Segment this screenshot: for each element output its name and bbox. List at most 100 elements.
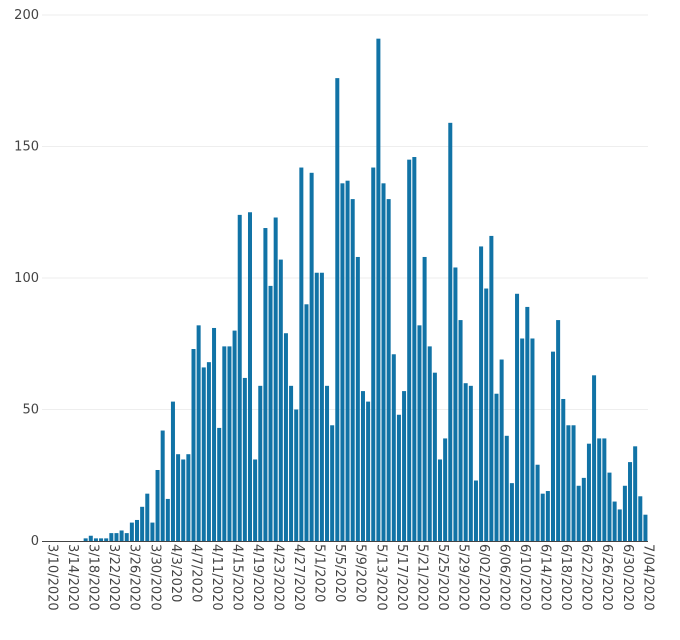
bar [530, 338, 535, 541]
bar [140, 506, 145, 541]
bar [345, 180, 350, 541]
x-tick-label: 3/22/2020 [106, 544, 121, 611]
x-tick-label: 6/22/2020 [579, 544, 594, 611]
bar [586, 443, 591, 541]
bar [350, 199, 355, 541]
bar [278, 259, 283, 541]
x-tick-label: 6/30/2020 [620, 544, 635, 611]
bar [289, 385, 294, 541]
bar [628, 462, 633, 541]
bar [391, 354, 396, 541]
x-tick-label: 3/26/2020 [127, 544, 142, 611]
x-tick-label: 6/10/2020 [517, 544, 532, 611]
bar [443, 438, 448, 541]
y-tick-label: 150 [14, 140, 39, 155]
bar [119, 530, 124, 541]
bar [150, 522, 155, 541]
bar [104, 538, 109, 541]
y-tick-label: 100 [14, 271, 39, 286]
bar [617, 509, 622, 541]
bar [427, 346, 432, 541]
bar [268, 285, 273, 541]
bar [360, 391, 365, 541]
bar [263, 228, 268, 541]
bar [545, 491, 550, 541]
x-tick-label: 3/10/2020 [45, 544, 60, 611]
bar [407, 159, 412, 541]
bar [165, 498, 170, 541]
bar [217, 427, 222, 541]
bar [566, 425, 571, 541]
bar [181, 459, 186, 541]
bar [232, 330, 237, 541]
bar [129, 522, 134, 541]
bar [273, 217, 278, 541]
x-tick-label: 6/02/2020 [476, 544, 491, 611]
bar [453, 267, 458, 541]
bar [581, 477, 586, 541]
bar [520, 338, 525, 541]
x-tick-label: 4/7/2020 [188, 544, 203, 602]
bar [438, 459, 443, 541]
bar [160, 430, 165, 541]
x-tick-label: 3/30/2020 [147, 544, 162, 611]
bar [222, 346, 227, 541]
bar [145, 493, 150, 541]
bar [253, 459, 258, 541]
x-tick-label: 4/23/2020 [271, 544, 286, 611]
bar [227, 346, 232, 541]
bar [386, 199, 391, 541]
bar [155, 469, 160, 541]
x-tick-label: 6/06/2020 [497, 544, 512, 611]
bar [509, 483, 514, 541]
bar [396, 414, 401, 541]
x-tick-label: 4/11/2020 [209, 544, 224, 611]
bar [299, 167, 304, 542]
bar [325, 385, 330, 541]
bar [592, 375, 597, 541]
bar [499, 359, 504, 541]
bar [504, 435, 509, 541]
bar [355, 256, 360, 541]
bar [515, 293, 520, 541]
y-tick-label: 200 [14, 8, 39, 23]
bar [314, 272, 319, 541]
bar [88, 535, 93, 541]
bar [242, 377, 247, 541]
bar [602, 438, 607, 541]
bar [191, 349, 196, 541]
bar [93, 538, 98, 541]
bar [201, 367, 206, 541]
x-tick-label: 5/5/2020 [332, 544, 347, 602]
bar [494, 393, 499, 541]
bar [484, 288, 489, 541]
bar [479, 246, 484, 541]
bar [607, 472, 612, 541]
bar [186, 454, 191, 541]
x-tick-label: 5/1/2020 [312, 544, 327, 602]
bar [597, 438, 602, 541]
bar [247, 212, 252, 541]
bar [283, 333, 288, 541]
bar [525, 306, 530, 541]
bar [135, 519, 140, 541]
bar [468, 385, 473, 541]
bars [83, 38, 648, 542]
x-tick-label: 6/14/2020 [538, 544, 553, 611]
bar [109, 533, 114, 541]
x-tick-label: 3/14/2020 [65, 544, 80, 611]
bar [258, 385, 263, 541]
x-tick-label: 4/3/2020 [168, 544, 183, 602]
bar [489, 235, 494, 542]
bar [335, 78, 340, 542]
bar [83, 538, 88, 541]
x-tick-label: 5/21/2020 [414, 544, 429, 611]
bar [576, 485, 581, 541]
bar [319, 272, 324, 541]
y-axis-ticks: 0 50 100 150 200 [14, 8, 39, 549]
x-tick-label: 6/18/2020 [558, 544, 573, 611]
bar [561, 398, 566, 541]
bar [463, 383, 468, 541]
x-tick-label: 3/18/2020 [86, 544, 101, 611]
